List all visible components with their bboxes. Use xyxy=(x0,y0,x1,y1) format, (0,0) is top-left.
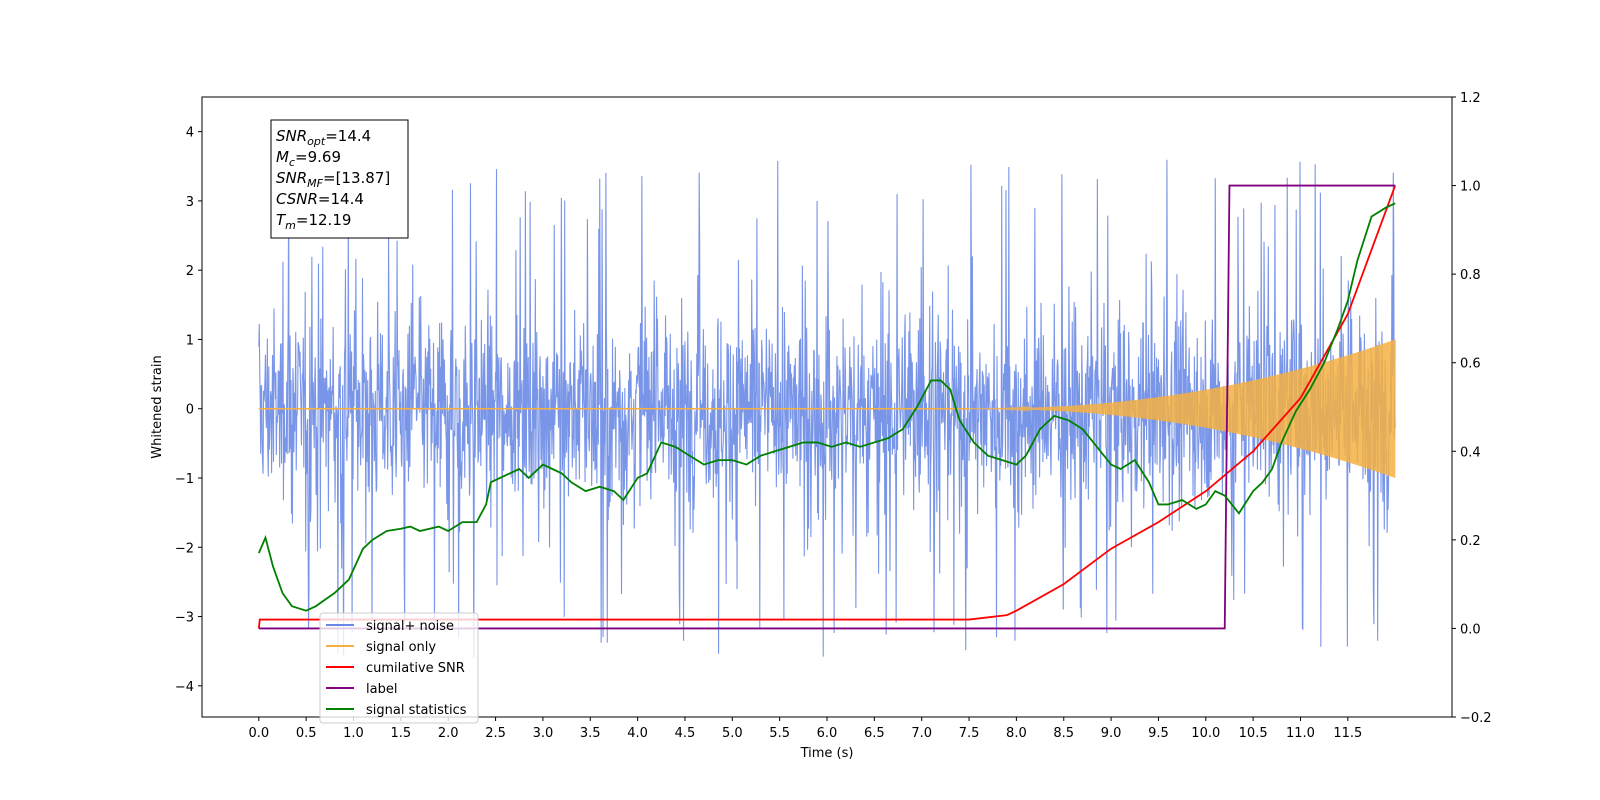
legend-label: signal+ noise xyxy=(366,619,454,634)
x-tick-label: 5.5 xyxy=(769,726,790,741)
series-signal-noise xyxy=(258,159,1396,658)
y-tick-label: 4 xyxy=(186,126,194,141)
y2-tick-label: 0.4 xyxy=(1460,445,1481,460)
annotation-line: CSNR=14.4 xyxy=(276,190,364,208)
y2-tick-label: 1.2 xyxy=(1460,91,1481,106)
x-tick-label: 7.0 xyxy=(911,726,932,741)
annotation-subscript: c xyxy=(289,156,295,169)
y-tick-label: 0 xyxy=(186,403,194,418)
legend-label: label xyxy=(366,682,397,697)
x-tick-label: 5.0 xyxy=(722,726,743,741)
y2-tick-label: 0.6 xyxy=(1460,357,1481,372)
legend: signal+ noise signal only cumilative SNR la… xyxy=(319,612,479,724)
x-tick-label: 4.0 xyxy=(627,726,648,741)
x-tick-label: 7.5 xyxy=(959,726,980,741)
y-tick-label: −2 xyxy=(175,541,194,556)
x-tick-label: 3.5 xyxy=(580,726,601,741)
annotation-symbol: M xyxy=(276,148,289,166)
annotation-subscript: opt xyxy=(307,135,326,148)
y-axis-label: Whitened strain xyxy=(150,355,165,458)
x-tick-label: 1.0 xyxy=(343,726,364,741)
y-axis-ticks: 4 3 2 1 0 −1 −2 −3 −4 xyxy=(175,126,202,695)
annotation-symbol: CSNR xyxy=(276,190,318,208)
x-tick-label: 3.0 xyxy=(533,726,554,741)
x-tick-label: 6.5 xyxy=(864,726,885,741)
x-tick-label: 9.0 xyxy=(1101,726,1122,741)
legend-label: signal only xyxy=(366,640,436,655)
x-tick-label: 0.5 xyxy=(296,726,317,741)
annotation-value: =12.19 xyxy=(296,211,352,229)
annotation-subscript: m xyxy=(285,219,296,232)
annotation-value: =14.4 xyxy=(325,127,371,145)
x-tick-label: 2.5 xyxy=(485,726,506,741)
x-tick-label: 6.0 xyxy=(817,726,838,741)
y2-tick-label: −0.2 xyxy=(1460,711,1492,726)
legend-label: signal statistics xyxy=(366,703,467,718)
x-tick-label: 9.5 xyxy=(1148,726,1169,741)
y2-tick-label: 0.8 xyxy=(1460,268,1481,283)
y2-tick-label: 0.2 xyxy=(1460,534,1481,549)
annotation-line: Tm=12.19 xyxy=(276,211,351,232)
x-tick-label: 10.0 xyxy=(1191,726,1220,741)
legend-frame xyxy=(319,612,479,724)
legend-label: cumilative SNR xyxy=(366,661,465,676)
annotation-value: =14.4 xyxy=(318,190,364,208)
y-tick-label: −3 xyxy=(175,611,194,626)
annotation-line: SNRMF=[13.87] xyxy=(276,169,390,190)
x-tick-label: 0.0 xyxy=(248,726,269,741)
annotation-value: =9.69 xyxy=(295,148,341,166)
x-tick-label: 1.5 xyxy=(391,726,412,741)
x-tick-label: 8.0 xyxy=(1006,726,1027,741)
annotation-line: SNRopt=14.4 xyxy=(276,127,371,148)
x-tick-label: 11.5 xyxy=(1333,726,1362,741)
x-tick-label: 4.5 xyxy=(675,726,696,741)
plot-content xyxy=(257,159,1397,658)
x-axis-ticks: 0.0 0.5 1.0 1.5 2.0 2.5 3.0 3.5 4.0 4.5 5.0 5.5 6.0 6… xyxy=(248,717,1362,741)
y2-tick-label: 0.0 xyxy=(1460,622,1481,637)
series-signal-statistics xyxy=(257,202,1396,612)
annotation-symbol: SNR xyxy=(276,127,307,145)
x-tick-label: 8.5 xyxy=(1053,726,1074,741)
y-tick-label: −4 xyxy=(175,680,194,695)
annotation-symbol: SNR xyxy=(276,169,307,187)
x-tick-label: 2.0 xyxy=(438,726,459,741)
series-cumilative-snr xyxy=(257,185,1397,629)
y2-tick-label: 1.0 xyxy=(1460,180,1481,195)
y-tick-label: −1 xyxy=(175,472,194,487)
stats-annotation-box: SNRopt=14.4Mc=9.69SNRMF=[13.87]CSNR=14.4… xyxy=(270,119,409,239)
annotation-symbol: T xyxy=(276,211,287,229)
y-tick-label: 3 xyxy=(186,195,194,210)
x-tick-label: 11.0 xyxy=(1286,726,1315,741)
annotation-frame xyxy=(270,119,409,239)
annotation-subscript: MF xyxy=(307,177,323,190)
y-tick-label: 1 xyxy=(186,333,194,348)
y-tick-label: 2 xyxy=(186,264,194,279)
series-label xyxy=(258,184,1396,630)
annotation-value: =[13.87] xyxy=(323,169,390,187)
x-tick-label: 10.5 xyxy=(1239,726,1268,741)
x-axis-label: Time (s) xyxy=(800,746,854,761)
y2-axis-ticks: 1.2 1.0 0.8 0.6 0.4 0.2 0.0 −0.2 xyxy=(1452,91,1492,726)
annotation-line: Mc=9.69 xyxy=(276,148,341,169)
